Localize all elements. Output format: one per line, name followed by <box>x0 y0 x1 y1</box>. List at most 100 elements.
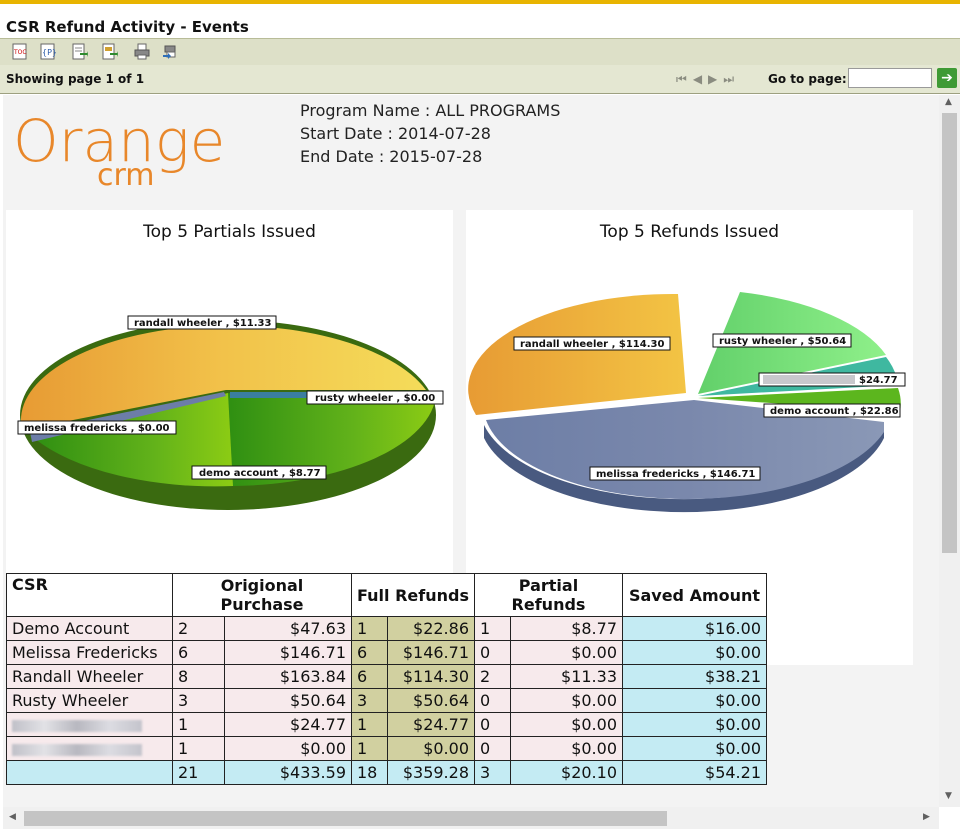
table-header-row: CSR Origional Purchase Full Refunds Part… <box>6 573 767 617</box>
pie-label-text: randall wheeler , $11.33 <box>134 318 271 329</box>
pie-label-text: melissa fredericks , $146.71 <box>596 469 755 480</box>
redacted-name <box>12 719 142 732</box>
total-saved-amount: $54.21 <box>622 760 767 785</box>
pie-label-text: demo account , $8.77 <box>199 468 321 479</box>
last-page-icon[interactable]: ⏭ <box>723 72 741 86</box>
orig-count: 1 <box>172 736 225 761</box>
table-row: Rusty Wheeler 3 $50.64 3 $50.64 0 $0.00 … <box>6 688 767 713</box>
goto-page-button[interactable]: ➔ <box>937 68 957 88</box>
partial-count: 1 <box>474 616 511 641</box>
orig-amount: $163.84 <box>223 664 353 689</box>
full-amount: $50.64 <box>386 688 476 713</box>
report-parameters: Program Name : ALL PROGRAMS Start Date :… <box>300 99 560 168</box>
saved-amount: $0.00 <box>622 640 767 665</box>
parameters-icon[interactable]: {P} <box>40 43 56 60</box>
csr-name: Randall Wheeler <box>6 664 173 689</box>
total-partial-count: 3 <box>474 760 511 785</box>
pie-slice-demo-account-left <box>34 393 233 487</box>
partials-chart-title: Top 5 Partials Issued <box>143 222 316 242</box>
horizontal-scroll-thumb[interactable] <box>24 811 667 826</box>
export-data-icon[interactable] <box>72 43 88 60</box>
partials-pie-chart: randall wheeler , $11.33 rusty wheeler ,… <box>17 315 444 510</box>
report-viewer: Orange crm Program Name : ALL PROGRAMS S… <box>3 95 939 807</box>
partial-count: 0 <box>474 736 511 761</box>
full-count: 6 <box>351 664 388 689</box>
full-count: 1 <box>351 616 388 641</box>
pie-label-melissa-fredericks: melissa fredericks , $0.00 <box>17 420 177 435</box>
orig-count: 8 <box>172 664 225 689</box>
goto-page-input[interactable] <box>848 68 932 88</box>
end-date: End Date : 2015-07-28 <box>300 147 483 166</box>
full-count: 1 <box>351 736 388 761</box>
saved-amount: $16.00 <box>622 616 767 641</box>
csr-name: Demo Account <box>6 616 173 641</box>
scroll-left-icon[interactable]: ◀ <box>9 812 16 822</box>
logo-subtext: crm <box>97 158 155 189</box>
pie-label-rusty-wheeler: rusty wheeler , $50.64 <box>712 333 852 348</box>
saved-amount: $0.00 <box>622 736 767 761</box>
accent-bar <box>0 0 960 4</box>
column-header-partial-refunds: Partial Refunds <box>474 573 623 617</box>
vertical-scroll-thumb[interactable] <box>942 113 957 553</box>
partials-chart-panel: Top 5 Partials Issued randall wheeler , … <box>6 210 453 665</box>
export-report-icon[interactable] <box>102 43 118 60</box>
partial-amount: $0.00 <box>509 640 624 665</box>
csr-name <box>6 736 173 761</box>
table-row: Demo Account 2 $47.63 1 $22.86 1 $8.77 $… <box>6 616 767 641</box>
csr-name: Melissa Fredericks <box>6 640 173 665</box>
csr-name: Rusty Wheeler <box>6 688 173 713</box>
column-header-full-refunds: Full Refunds <box>351 573 475 617</box>
full-count: 1 <box>351 712 388 737</box>
partial-amount: $0.00 <box>509 688 624 713</box>
pie-label-redacted: $24.77 <box>758 372 906 387</box>
pager-bar: Showing page 1 of 1 ⏮◀▶⏭ Go to page: ➔ <box>0 65 960 94</box>
vertical-scrollbar[interactable]: ▲ ▼ <box>939 95 960 807</box>
pie-label-melissa-fredericks: melissa fredericks , $146.71 <box>589 466 761 481</box>
toc-icon[interactable]: TOC <box>12 43 28 60</box>
pie-label-text: melissa fredericks , $0.00 <box>24 423 170 434</box>
pie-label-demo-account: demo account , $8.77 <box>191 465 327 480</box>
pie-depth <box>484 425 884 513</box>
scroll-down-icon[interactable]: ▼ <box>945 791 952 801</box>
orig-amount: $24.77 <box>223 712 353 737</box>
full-count: 6 <box>351 640 388 665</box>
partial-amount: $8.77 <box>509 616 624 641</box>
print-icon[interactable] <box>134 43 150 60</box>
scroll-up-icon[interactable]: ▲ <box>945 97 952 107</box>
orig-count: 2 <box>172 616 225 641</box>
scroll-right-icon[interactable]: ▶ <box>923 812 930 822</box>
saved-amount: $38.21 <box>622 664 767 689</box>
orig-count: 3 <box>172 688 225 713</box>
full-amount: $22.86 <box>386 616 476 641</box>
first-page-icon[interactable]: ⏮ <box>676 72 693 86</box>
column-header-original-purchase: Origional Purchase <box>172 573 352 617</box>
horizontal-scrollbar[interactable]: ◀ ▶ <box>3 807 939 829</box>
full-amount: $114.30 <box>386 664 476 689</box>
previous-page-icon[interactable]: ◀ <box>692 72 709 86</box>
totals-label <box>6 760 173 785</box>
pie-slice-melissa-fredericks <box>486 400 884 500</box>
refunds-chart-title: Top 5 Refunds Issued <box>599 222 780 242</box>
partial-amount: $0.00 <box>509 736 624 761</box>
pie-label-randall-wheeler: randall wheeler , $11.33 <box>127 315 277 330</box>
orig-amount: $146.71 <box>223 640 353 665</box>
pie-label-text: $24.77 <box>859 375 898 386</box>
full-amount: $0.00 <box>386 736 476 761</box>
partial-count: 0 <box>474 640 511 665</box>
start-date: Start Date : 2014-07-28 <box>300 124 491 143</box>
table-row: Melissa Fredericks 6 $146.71 6 $146.71 0… <box>6 640 767 665</box>
total-orig-count: 21 <box>172 760 225 785</box>
pie-label-rusty-wheeler: rusty wheeler , $0.00 <box>306 390 444 405</box>
arrow-right-icon: ➔ <box>941 70 953 86</box>
pie-label-text: rusty wheeler , $0.00 <box>315 393 435 404</box>
csr-name <box>6 712 173 737</box>
goto-page-label: Go to page: <box>768 72 847 86</box>
saved-amount: $0.00 <box>622 712 767 737</box>
column-header-csr: CSR <box>6 573 173 617</box>
orange-crm-logo: Orange crm <box>13 103 258 193</box>
print-server-icon[interactable] <box>162 43 178 60</box>
redacted-name <box>12 743 142 756</box>
pie-label-randall-wheeler: randall wheeler , $114.30 <box>513 336 671 351</box>
table-totals-row: 21 $433.59 18 $359.28 3 $20.10 $54.21 <box>6 760 767 785</box>
next-page-icon[interactable]: ▶ <box>708 72 724 86</box>
